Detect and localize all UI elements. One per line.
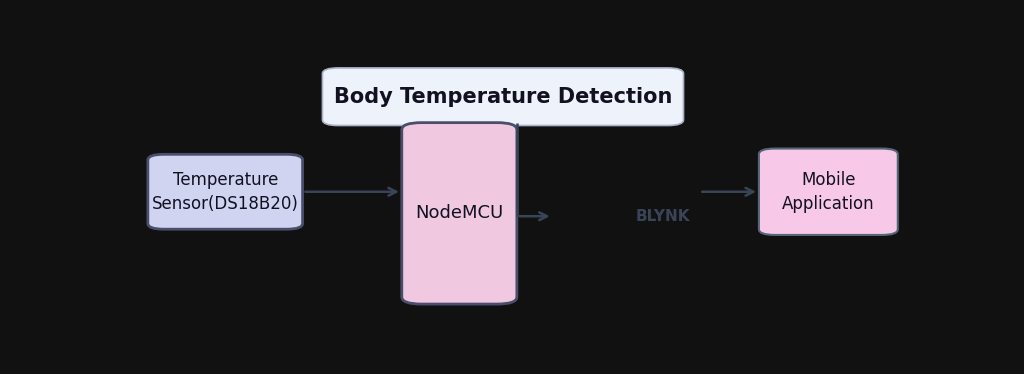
Text: Mobile
Application: Mobile Application: [782, 171, 874, 212]
FancyBboxPatch shape: [323, 68, 684, 126]
FancyBboxPatch shape: [759, 148, 898, 235]
Text: Temperature
Sensor(DS18B20): Temperature Sensor(DS18B20): [152, 171, 299, 212]
Text: NodeMCU: NodeMCU: [415, 204, 504, 223]
Text: BLYNK: BLYNK: [636, 209, 690, 224]
Text: Body Temperature Detection: Body Temperature Detection: [334, 87, 672, 107]
FancyBboxPatch shape: [147, 154, 303, 229]
FancyBboxPatch shape: [401, 123, 517, 304]
